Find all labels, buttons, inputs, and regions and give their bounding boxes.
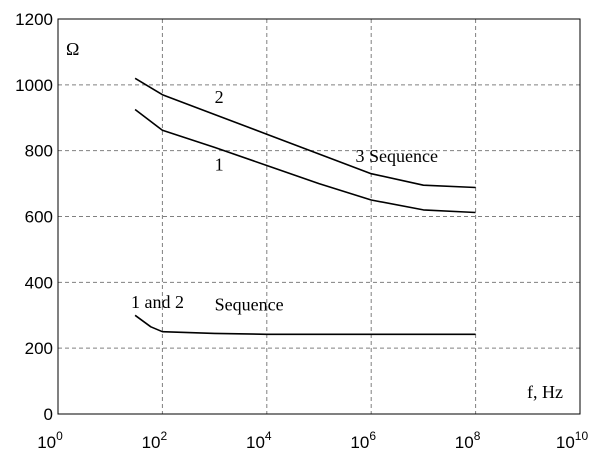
- x-tick-label: 1010: [556, 429, 589, 452]
- annotation-label: 3 Sequence: [355, 146, 437, 166]
- annotation-label: 2: [215, 87, 224, 107]
- annotation-label: 1 and 2: [131, 292, 184, 312]
- series-group: [134, 77, 476, 336]
- x-tick-label: 106: [350, 429, 376, 452]
- y-tick-label: 1000: [15, 76, 53, 95]
- x-tick-labels: 100 102 104 106 108 1010: [37, 429, 588, 452]
- series-line-2: [134, 108, 476, 214]
- x-tick-label: 100: [37, 429, 63, 452]
- plot-frame: [57, 18, 581, 415]
- x-tick-label: 102: [142, 429, 168, 452]
- y-tick-label: 0: [44, 405, 53, 424]
- series-line-3: [134, 314, 476, 336]
- x-axis-label: f, Hz: [527, 382, 563, 402]
- grid-lines: [58, 19, 580, 414]
- y-tick-label: 400: [25, 273, 53, 292]
- x-tick-label: 104: [246, 429, 272, 452]
- y-tick-labels: 0 200 400 600 800 1000 1200: [15, 10, 53, 424]
- annotation-label: Sequence: [215, 295, 284, 315]
- y-axis-label: Ω: [66, 39, 79, 59]
- y-tick-label: 800: [25, 142, 53, 161]
- y-tick-label: 600: [25, 208, 53, 227]
- series-line-1: [134, 77, 476, 189]
- annotation-label: 1: [215, 154, 224, 174]
- y-tick-label: 200: [25, 339, 53, 358]
- annotations: 2 1 3 Sequence 1 and 2 Sequence: [131, 87, 438, 315]
- y-tick-label: 1200: [15, 10, 53, 29]
- x-tick-label: 108: [455, 429, 481, 452]
